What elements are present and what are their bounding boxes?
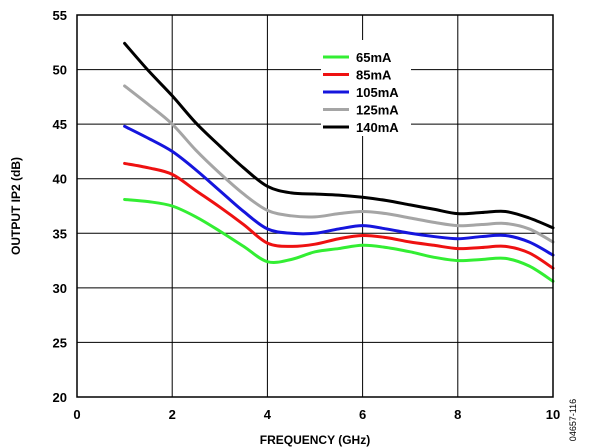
series-line-105mA <box>123 124 555 257</box>
legend: 65mA 85mA 105mA 125mA 140mA <box>321 40 411 136</box>
series-line-125mA <box>123 84 555 244</box>
series-line-140mA <box>123 41 555 230</box>
legend-label-125mA: 125mA <box>356 103 399 118</box>
x-tick-label-3: 6 <box>359 407 366 422</box>
legend-label-85mA: 85mA <box>356 68 392 83</box>
y-axis-title: OUTPUT IP2 (dB) <box>9 157 23 255</box>
y-tick-label-7: 55 <box>53 8 67 23</box>
legend-label-65mA: 65mA <box>356 50 392 65</box>
x-tick-label-1: 2 <box>169 407 176 422</box>
y-tick-label-2: 30 <box>53 281 67 296</box>
figure-code: 04657-116 <box>568 399 578 441</box>
tick-labels: 0 2 4 6 8 10 20 25 30 35 40 45 50 55 <box>53 8 561 422</box>
x-tick-label-5: 10 <box>546 407 560 422</box>
series-lines <box>123 41 555 283</box>
series-line-65mA <box>123 197 555 283</box>
x-tick-label-4: 8 <box>454 407 461 422</box>
y-tick-label-0: 20 <box>53 390 67 405</box>
legend-label-105mA: 105mA <box>356 85 399 100</box>
x-tick-label-2: 4 <box>264 407 272 422</box>
y-tick-label-6: 50 <box>53 63 67 78</box>
x-tick-label-0: 0 <box>73 407 80 422</box>
y-tick-label-4: 40 <box>53 172 67 187</box>
plot-frame <box>76 14 554 398</box>
series-line-85mA <box>123 161 555 270</box>
y-tick-label-5: 45 <box>53 117 67 132</box>
x-axis-title: FREQUENCY (GHz) <box>260 433 370 447</box>
y-tick-label-1: 25 <box>53 335 67 350</box>
legend-label-140mA: 140mA <box>356 120 399 135</box>
y-tick-label-3: 35 <box>53 226 67 241</box>
